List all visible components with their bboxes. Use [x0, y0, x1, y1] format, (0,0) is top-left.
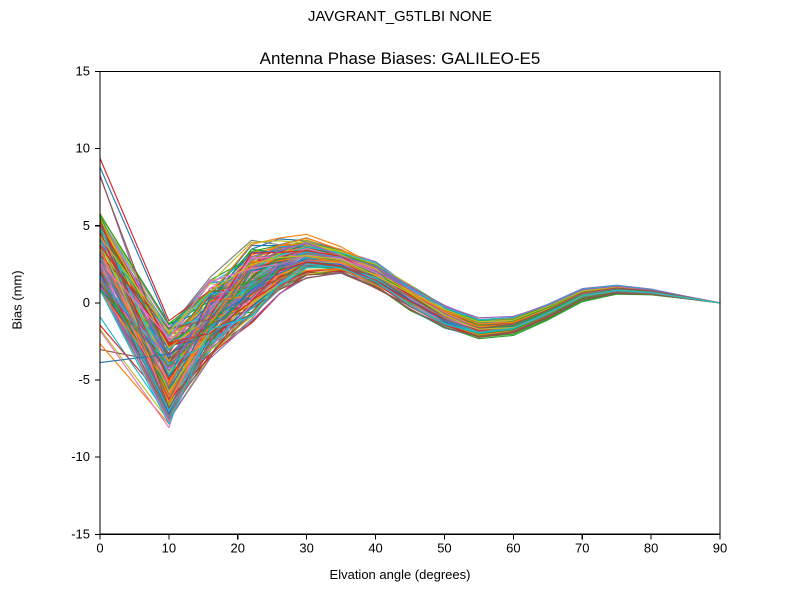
svg-text:90: 90 [713, 540, 727, 555]
svg-text:-5: -5 [78, 372, 90, 387]
svg-text:80: 80 [644, 540, 658, 555]
svg-text:-15: -15 [71, 526, 90, 541]
svg-text:50: 50 [437, 540, 451, 555]
svg-text:40: 40 [368, 540, 382, 555]
svg-text:30: 30 [299, 540, 313, 555]
svg-text:10: 10 [76, 141, 90, 156]
svg-text:0: 0 [83, 295, 90, 310]
svg-text:60: 60 [506, 540, 520, 555]
svg-text:70: 70 [575, 540, 589, 555]
svg-text:10: 10 [162, 540, 176, 555]
svg-text:20: 20 [231, 540, 245, 555]
svg-text:15: 15 [76, 64, 90, 79]
svg-text:-10: -10 [71, 449, 90, 464]
svg-text:5: 5 [83, 218, 90, 233]
svg-text:0: 0 [96, 540, 103, 555]
